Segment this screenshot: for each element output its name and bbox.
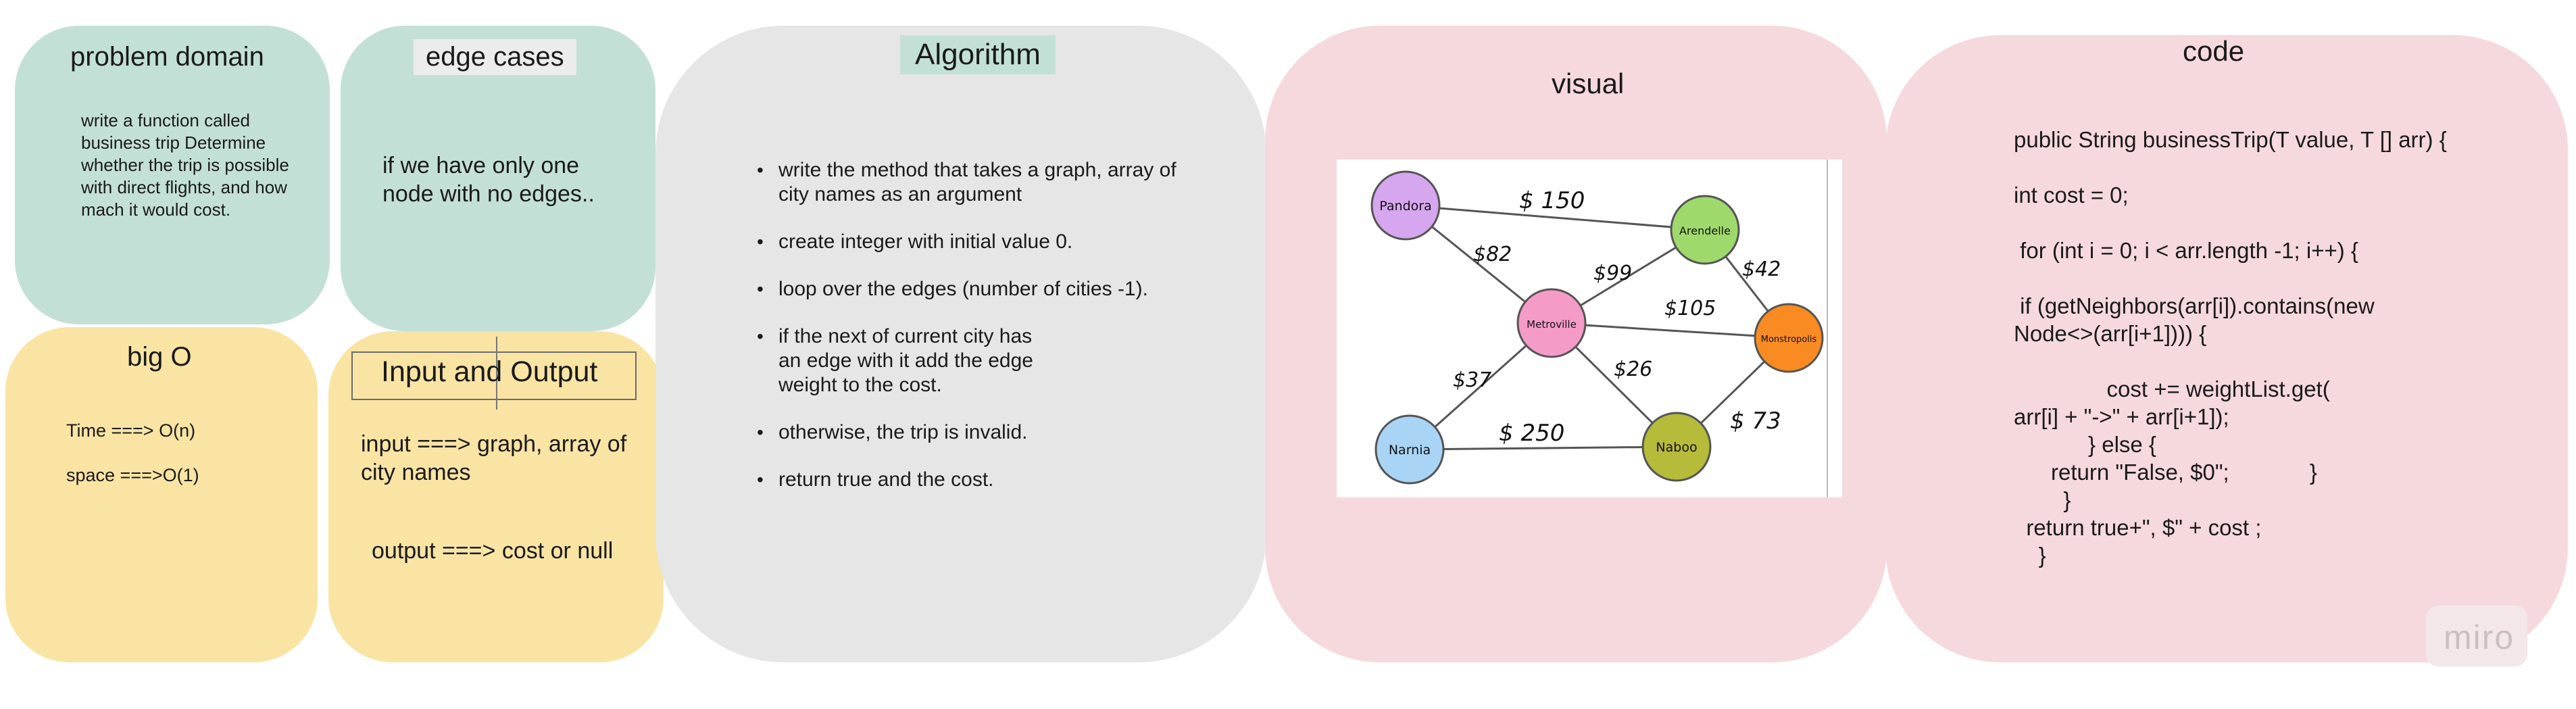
- problem-domain-title: problem domain: [70, 42, 264, 72]
- node-metroville: [1516, 288, 1587, 358]
- node-label: Metroville: [1527, 318, 1577, 331]
- algorithm-step: if the next of current city has an edge …: [757, 324, 1189, 397]
- edge-label: $82: [1473, 243, 1512, 266]
- code-line: arr[i] + "->" + arr[i+1]);: [2014, 404, 2229, 429]
- input-output-title: Input and Output: [381, 356, 598, 388]
- visual-title: visual: [1552, 68, 1625, 99]
- code-line: int cost = 0;: [2014, 182, 2129, 207]
- problem-domain-text: write a function called business trip De…: [81, 110, 289, 220]
- algorithm-step: loop over the edges (number of cities -1…: [757, 277, 1189, 301]
- node-pandora: [1370, 170, 1441, 241]
- edge-cases-text: if we have only one node with no edges..: [382, 153, 595, 207]
- big-o-title: big O: [127, 342, 192, 372]
- input-output-card[interactable]: Input and Output input ===> graph, array…: [328, 331, 664, 662]
- edge-label: $37: [1453, 368, 1491, 392]
- code-card[interactable]: code public String businessTrip(T value,…: [1885, 35, 2568, 662]
- edge-label: $42: [1742, 258, 1781, 281]
- big-o-card[interactable]: big O Time ===> O(n) space ===>O(1): [5, 327, 318, 662]
- node-arendelle: [1670, 195, 1740, 265]
- node-naboo: [1641, 412, 1712, 482]
- time-complexity: Time ===> O(n): [66, 420, 196, 441]
- algorithm-steps: write the method that takes a graph, arr…: [757, 158, 1189, 515]
- node-narnia: [1374, 414, 1445, 485]
- space-complexity: space ===>O(1): [66, 465, 199, 485]
- edge-cases-card[interactable]: edge cases if we have only one node with…: [341, 26, 655, 331]
- code-line: Node<>(arr[i+1]))) {: [2014, 321, 2207, 346]
- node-label: Naboo: [1656, 440, 1697, 455]
- node-label: Arendelle: [1679, 224, 1731, 237]
- node-monstropolis: [1754, 303, 1824, 373]
- code-line: } else {: [2014, 432, 2156, 457]
- code-line: return true+", $" + cost ;: [2014, 515, 2262, 540]
- problem-domain-card[interactable]: problem domain write a function called b…: [15, 26, 330, 324]
- code-block: public String businessTrip(T value, T []…: [2014, 126, 2447, 569]
- edge-cases-title: edge cases: [414, 39, 576, 75]
- code-line: }: [2014, 487, 2071, 512]
- miro-logo: miro: [2444, 618, 2515, 656]
- node-label: Pandora: [1379, 199, 1431, 214]
- edge-label: $ 73: [1730, 408, 1781, 435]
- algorithm-title: Algorithm: [900, 35, 1056, 74]
- input-text: input ===> graph, array of city names: [361, 431, 627, 485]
- algorithm-step: write the method that takes a graph, arr…: [757, 158, 1189, 207]
- input-output-title-frame[interactable]: [351, 337, 637, 410]
- node-label: Narnia: [1389, 443, 1431, 458]
- edge-narnia-naboo: [1409, 445, 1677, 451]
- code-line: if (getNeighbors(arr[i]).contains(new: [2014, 293, 2375, 318]
- edge-label: $26: [1614, 358, 1652, 381]
- code-title: code: [2183, 35, 2245, 67]
- edge-label: $99: [1593, 262, 1632, 285]
- algorithm-step: create integer with initial value 0.: [757, 230, 1189, 254]
- miro-badge[interactable]: miro: [2426, 606, 2527, 666]
- edge-label: $ 150: [1519, 187, 1585, 214]
- code-line: cost += weightList.get(: [2014, 376, 2330, 401]
- edge-pandora-arendelle: [1405, 204, 1706, 231]
- algorithm-card[interactable]: Algorithm write the method that takes a …: [655, 26, 1266, 662]
- edge-label: $105: [1664, 297, 1716, 320]
- algorithm-step: return true and the cost.: [757, 468, 1189, 492]
- visual-card[interactable]: visual $ 150 $82 $99 $105 $42: [1265, 26, 1887, 662]
- algorithm-step: otherwise, the trip is invalid.: [757, 420, 1189, 445]
- node-label: Monstropolis: [1761, 335, 1817, 345]
- output-text: output ===> cost or null: [372, 538, 614, 564]
- edge-metroville-monstropolis: [1551, 322, 1789, 339]
- code-line: }: [2014, 543, 2046, 568]
- code-line: for (int i = 0; i < arr.length -1; i++) …: [2014, 238, 2358, 263]
- graph-diagram: $ 150 $82 $99 $105 $42 $37 $26 $ 250 $ 7…: [1370, 160, 1828, 497]
- edge-label: $ 250: [1499, 420, 1564, 447]
- connector-line: [496, 337, 497, 410]
- graph-image[interactable]: $ 150 $82 $99 $105 $42 $37 $26 $ 250 $ 7…: [1337, 160, 1842, 497]
- code-line: public String businessTrip(T value, T []…: [2014, 127, 2447, 152]
- code-line: return "False, $0"; }: [2014, 460, 2317, 485]
